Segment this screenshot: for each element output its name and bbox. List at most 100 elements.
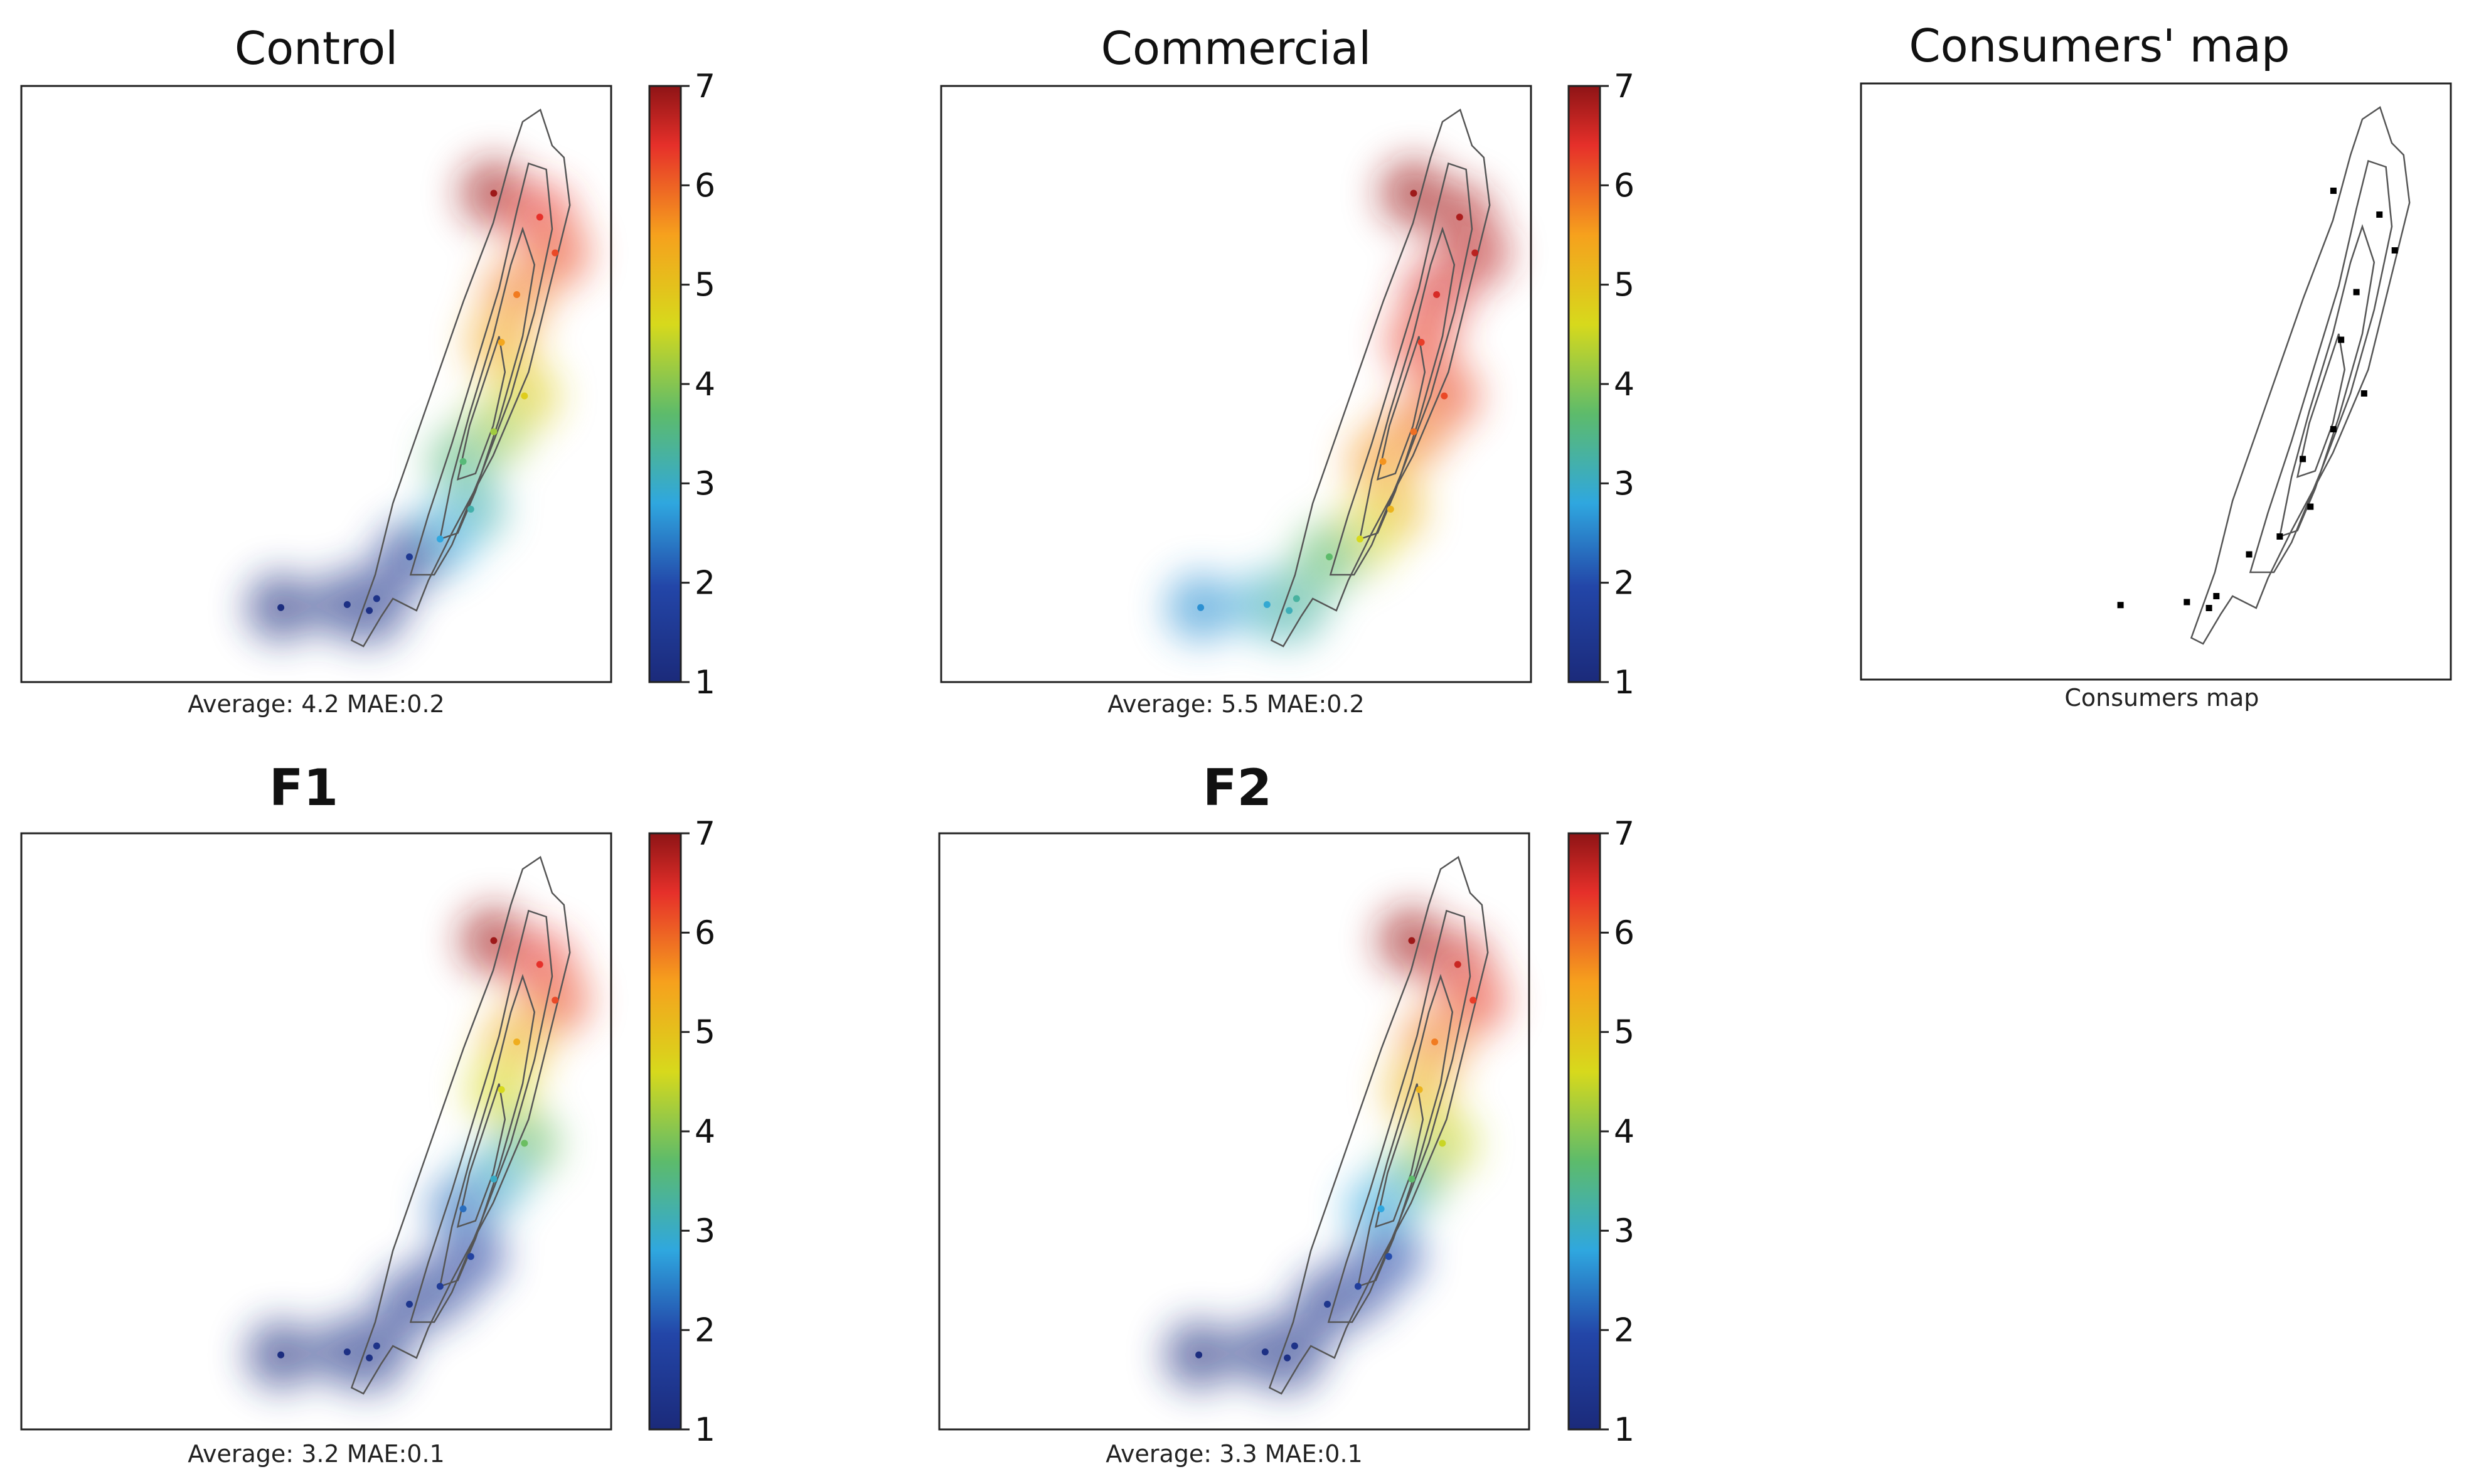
data-point [1354,1283,1362,1290]
panel-title: Commercial [1101,22,1372,75]
data-point [1284,1354,1291,1362]
contour-line [1357,974,1454,1288]
data-point [436,535,444,543]
data-point [277,604,285,611]
data-point [366,1354,373,1362]
colorbar-tick-label: 2 [695,1312,715,1350]
data-point [1326,553,1333,560]
colorbar-tick-label: 2 [1614,1312,1634,1350]
data-point [343,601,351,608]
panel-caption: Consumers map [2064,684,2259,712]
data-point [2376,211,2383,218]
data-point [498,339,505,346]
data-point [1356,535,1363,543]
data-point [467,1253,474,1260]
data-point [498,1086,505,1093]
colorbar-gradient [1567,832,1601,1431]
colorbar-tick-label: 1 [1614,664,1634,702]
density-fill [246,906,590,1392]
data-point [513,1038,521,1045]
colorbar-gradient [648,832,682,1431]
colorbar-tick-label: 2 [695,565,715,602]
colorbar: 1 2 3 4 5 6 7 [1567,815,1634,1449]
data-point [1379,458,1387,465]
data-point [490,937,498,944]
panel-caption: Average: 3.2 MAE:0.1 [188,1440,444,1468]
contour-line [409,162,553,576]
data-point [1291,1342,1298,1350]
data-point [373,1342,380,1350]
colorbar-tick-label: 2 [1614,565,1634,602]
density-fill [1164,906,1508,1392]
data-point [1195,1351,1203,1359]
contour-line [1327,909,1471,1323]
colorbar-tick-label: 7 [695,815,715,853]
colorbar-tick-label: 4 [695,366,715,403]
axes-frame [20,85,612,683]
panel-caption: Average: 3.3 MAE:0.1 [1106,1440,1362,1468]
data-point [2307,503,2314,510]
colorbar-gradient [648,85,682,683]
colorbar-tick-label: 5 [1614,1014,1634,1052]
data-point [536,961,543,968]
data-point [1324,1301,1331,1308]
axes-frame [20,832,612,1431]
data-point [1261,1348,1269,1355]
data-point [490,1175,498,1183]
data-point [490,190,498,197]
colorbar-tick-label: 3 [1614,465,1634,503]
contour-line [1329,162,1473,576]
colorbar-tick-label: 7 [1614,815,1634,853]
panel-title: F1 [269,759,338,817]
data-point [2338,336,2345,343]
density-fill [246,159,590,645]
panel-caption: Average: 5.5 MAE:0.2 [1107,690,1364,718]
data-point [1293,595,1300,602]
data-point [2391,247,2398,254]
colorbar-tick-label: 6 [1614,167,1634,205]
data-point [1385,1253,1392,1260]
data-point [513,291,521,298]
data-point [1417,339,1425,346]
contour-line [456,336,506,481]
contour-line [439,227,536,540]
data-point [343,1348,351,1355]
panel-title: F2 [1203,759,1272,817]
contour-line [1376,336,1426,481]
data-point [1416,1086,1423,1093]
colorbar-tick-label: 7 [695,68,715,105]
colorbar: 1 2 3 4 5 6 7 [648,815,715,1449]
data-point [1431,1038,1439,1045]
contour-line [456,1083,506,1228]
data-point [536,213,543,221]
panel-title: Consumers' map [1909,19,2290,72]
contour-line [409,909,553,1323]
data-point [2300,456,2306,462]
contour-line [1268,856,1489,1395]
colorbar-gradient [1567,85,1601,683]
colorbar-tick-label: 1 [695,664,715,702]
colorbar-tick-label: 4 [1614,1113,1634,1151]
panel-caption: Average: 4.2 MAE:0.2 [188,690,444,718]
contour-line [350,856,571,1395]
data-point [521,1140,528,1147]
colorbar-tick-label: 6 [695,914,715,952]
panel-f1: F1 Average: 3.2 MAE:0.1 1 2 3 4 5 6 7 [20,759,715,1468]
colorbar: 1 2 3 4 5 6 7 [1567,68,1634,702]
data-point [366,607,373,614]
contour-line [2190,106,2411,645]
data-point [1387,506,1394,513]
contour-line [1270,109,1491,648]
contour-line [1374,1083,1424,1228]
data-point [552,249,559,257]
data-point [2330,426,2337,432]
colorbar-tick-label: 1 [1614,1411,1634,1449]
data-point [1377,1205,1385,1212]
colorbar: 1 2 3 4 5 6 7 [648,68,715,702]
data-point [1408,1175,1416,1183]
colorbar-tick-label: 3 [1614,1212,1634,1250]
panel-consumers: Consumers' map Consumers map [1860,19,2452,712]
data-point [2330,188,2337,194]
data-point [552,996,559,1004]
